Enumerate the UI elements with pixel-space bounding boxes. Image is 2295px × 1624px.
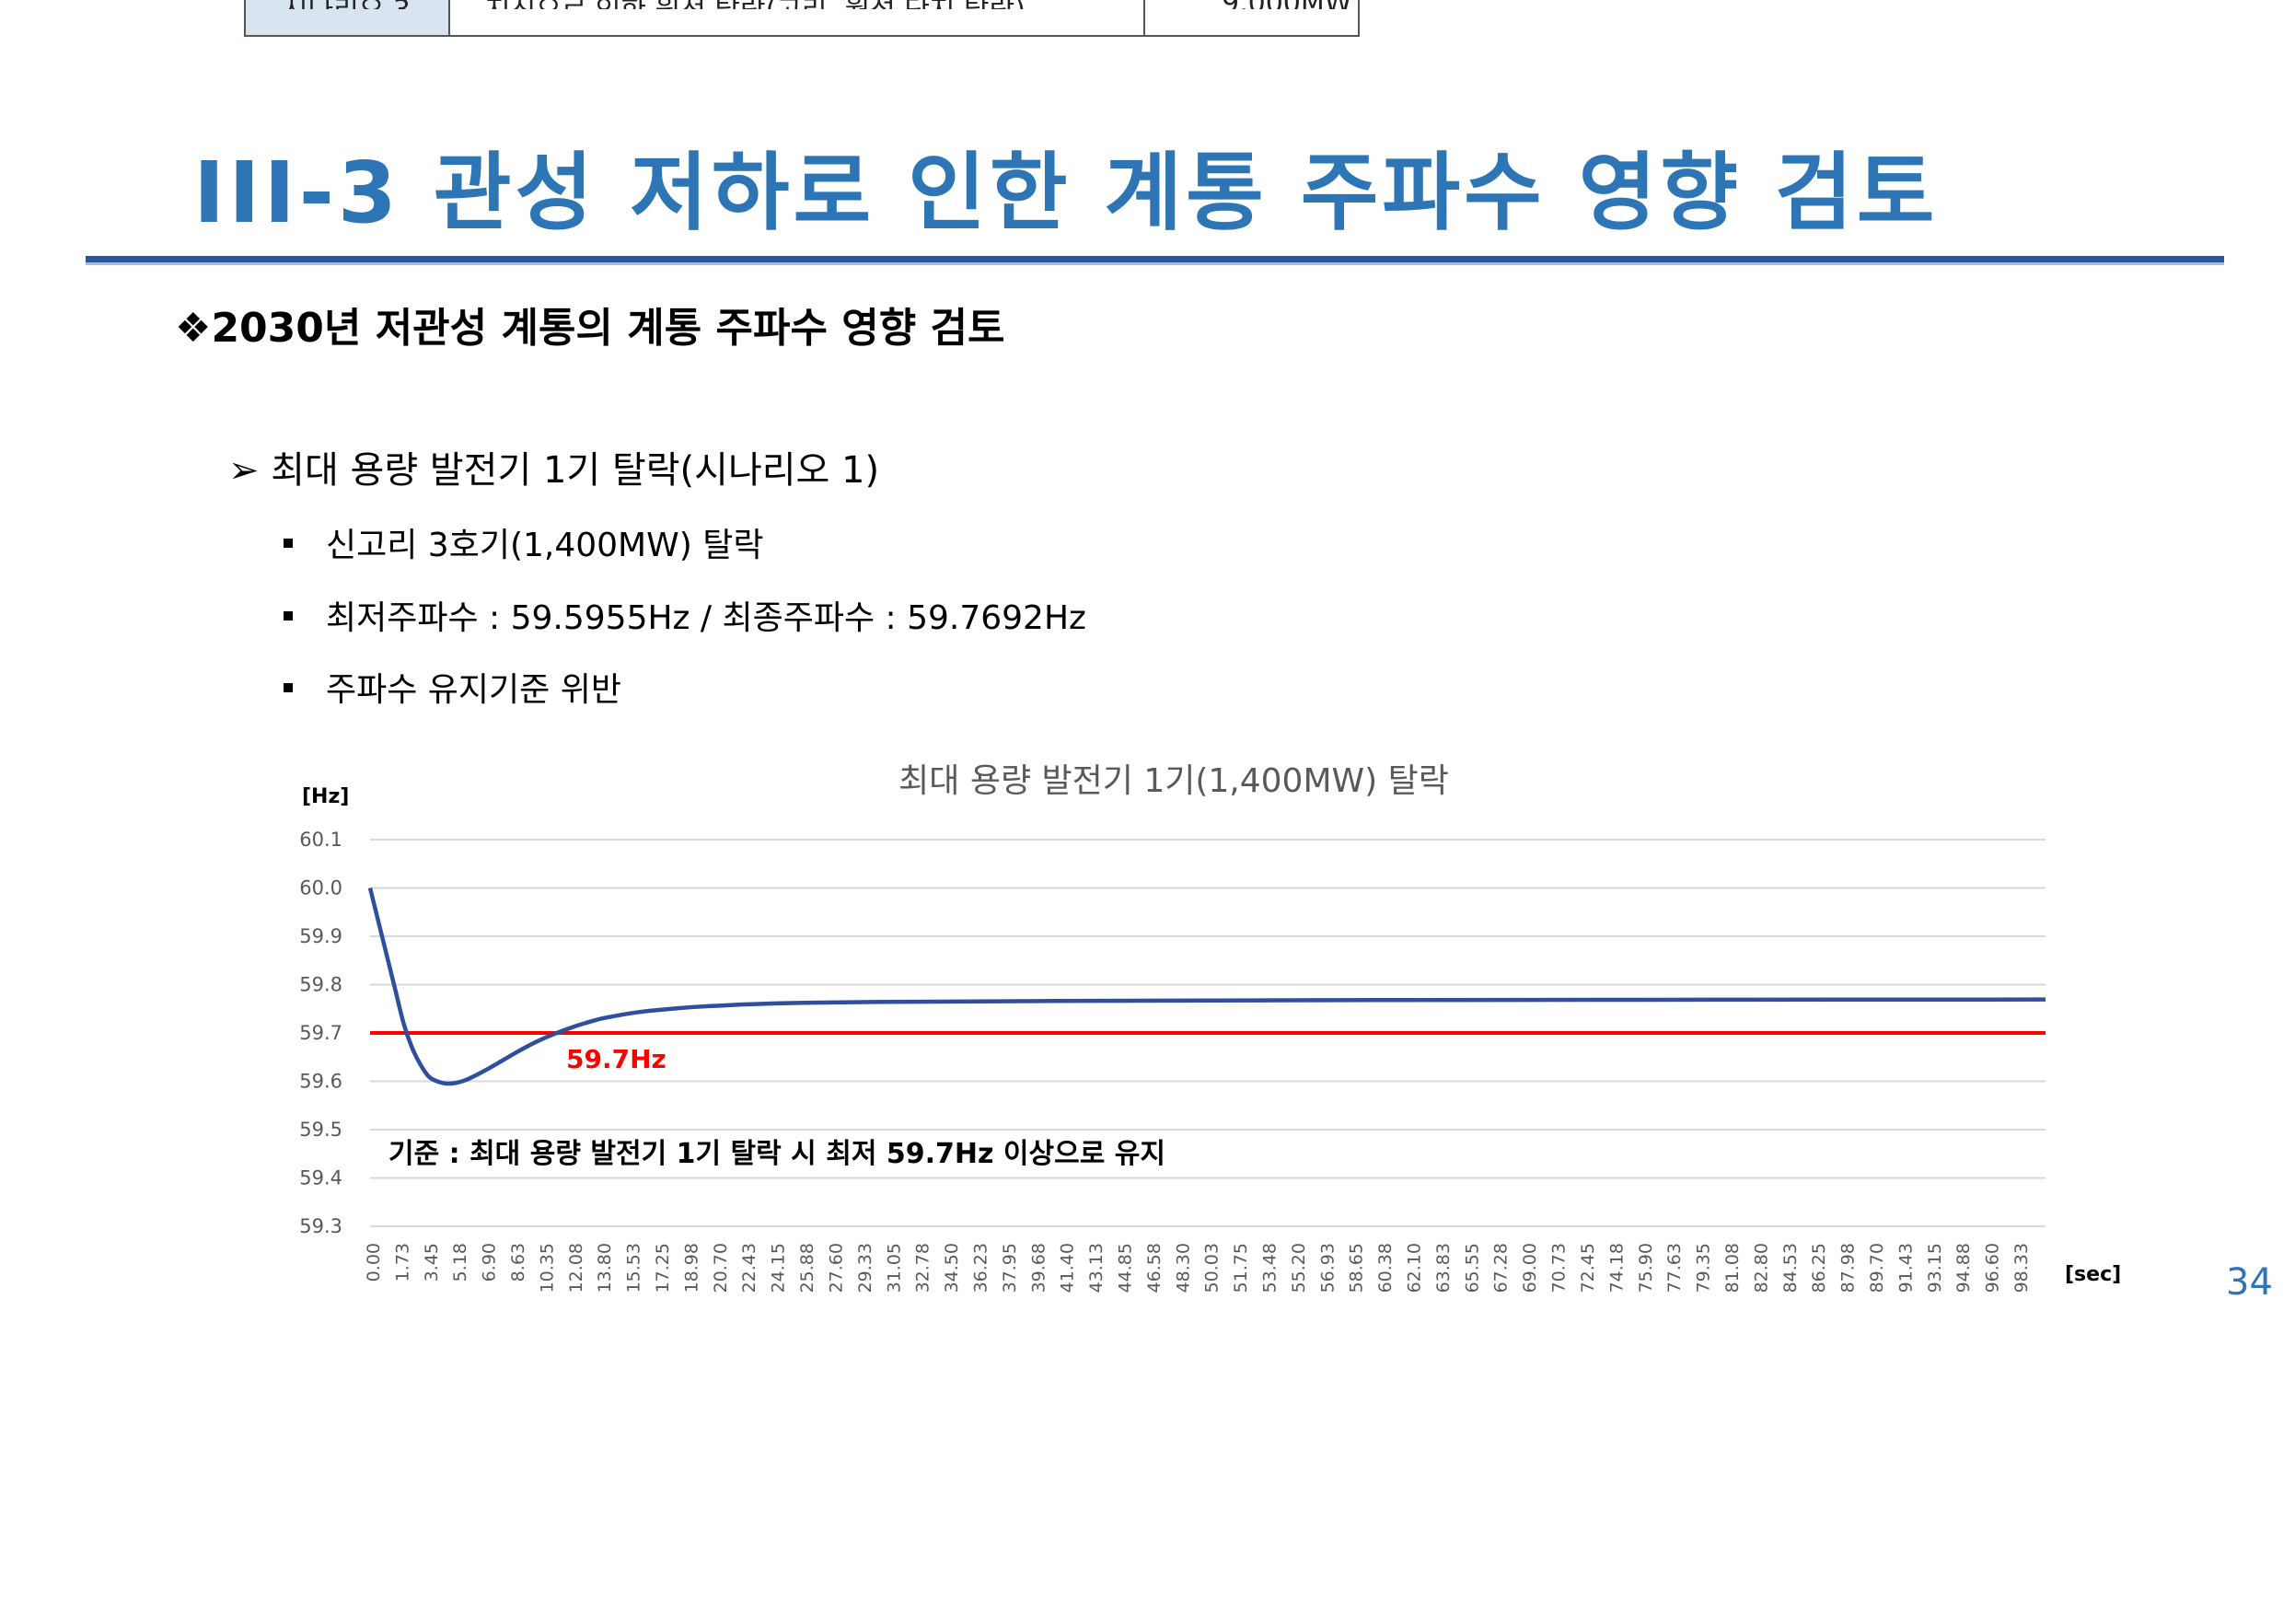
x-tick-label: 18.98: [681, 1243, 701, 1293]
x-tick-label: 36.23: [970, 1243, 991, 1293]
bullet-square-icon: [284, 683, 293, 692]
table-description-text: 지진으로 인한 원전 탈락(고리, 월성 단지 탈락): [485, 0, 1026, 9]
x-tick-label: 44.85: [1115, 1243, 1135, 1293]
y-tick-label: 60.1: [299, 829, 342, 851]
criterion-annotation: 기준 : 최대 용량 발전기 1기 탈락 시 최저 59.7Hz 이상으로 유지: [388, 1138, 1165, 1170]
x-tick-label: 98.33: [2011, 1243, 2032, 1293]
table-divider: [1143, 0, 1145, 35]
x-tick-label: 55.20: [1289, 1243, 1309, 1293]
threshold-label: 59.7Hz: [566, 1044, 666, 1074]
sub-heading: ➢ 최대 용량 발전기 1기 탈락(시나리오 1): [228, 449, 880, 492]
y-tick-label: 59.7: [299, 1022, 342, 1044]
y-tick-label: 59.4: [299, 1167, 342, 1189]
y-tick-label: 59.6: [299, 1071, 342, 1093]
x-tick-label: 94.88: [1953, 1243, 1974, 1293]
x-tick-label: 34.50: [942, 1243, 962, 1293]
y-axis-label: [Hz]: [302, 785, 349, 808]
y-tick-label: 59.3: [299, 1215, 342, 1237]
bullet-item: 최저주파수 : 59.5955Hz / 최종주파수 : 59.7692Hz: [284, 591, 1086, 639]
x-tick-label: 84.53: [1780, 1243, 1801, 1293]
x-tick-label: 93.15: [1925, 1243, 1945, 1293]
frequency-series-line: [367, 887, 2046, 1086]
x-tick-label: 96.60: [1983, 1243, 2003, 1293]
x-tick-label: 32.78: [913, 1243, 933, 1293]
table-label-text: 시나리오 3: [283, 0, 411, 9]
x-tick-label: 8.63: [508, 1243, 528, 1282]
x-tick-label: 67.28: [1491, 1243, 1512, 1293]
x-tick-label: 17.25: [653, 1243, 673, 1293]
x-tick-label: 0.00: [364, 1243, 384, 1282]
x-tick-label: 60.38: [1375, 1243, 1396, 1293]
bullet-item: 주파수 유지기준 위반: [284, 663, 621, 711]
x-tick-label: 37.95: [1000, 1243, 1020, 1293]
x-tick-label: 74.18: [1606, 1243, 1627, 1293]
x-tick-label: 3.45: [422, 1243, 442, 1282]
table-label-cell: 시나리오 3: [246, 0, 450, 35]
table-value-text: 9,000MW: [1222, 0, 1351, 9]
chart-title: 최대 용량 발전기 1기(1,400MW) 탈락: [898, 762, 1449, 800]
y-tick-label: 60.0: [299, 877, 342, 899]
bullet-text: 신고리 3호기(1,400MW) 탈락: [326, 527, 764, 564]
x-tick-label: 86.25: [1809, 1243, 1829, 1293]
x-tick-label: 48.30: [1173, 1243, 1193, 1293]
bullet-text: 최저주파수 : 59.5955Hz / 최종주파수 : 59.7692Hz: [326, 599, 1086, 637]
x-tick-label: 72.45: [1578, 1243, 1598, 1293]
previous-table-fragment: 시나리오 3 지진으로 인한 원전 탈락(고리, 월성 단지 탈락) 9,000…: [244, 0, 1360, 37]
x-tick-label: 27.60: [826, 1243, 846, 1293]
x-tick-label: 5.18: [450, 1243, 470, 1282]
x-tick-label: 6.90: [480, 1243, 500, 1282]
x-tick-label: 65.55: [1462, 1243, 1482, 1293]
x-tick-label: 58.65: [1347, 1243, 1367, 1293]
y-tick-label: 59.5: [299, 1119, 342, 1141]
title-divider-shadow: [86, 262, 2224, 265]
bullet-text: 주파수 유지기준 위반: [326, 671, 621, 709]
x-tick-label: 77.63: [1664, 1243, 1685, 1293]
bullet-square-icon: [284, 539, 293, 548]
x-tick-label: 25.88: [797, 1243, 817, 1293]
page-number: 34: [2226, 1261, 2273, 1304]
y-tick-label: 59.9: [299, 925, 342, 947]
x-tick-label: 13.80: [595, 1243, 615, 1293]
x-tick-label: 53.48: [1260, 1243, 1281, 1293]
x-tick-label: 50.03: [1202, 1243, 1223, 1293]
x-tick-label: 1.73: [392, 1243, 412, 1282]
x-tick-label: 10.35: [537, 1243, 557, 1293]
title-divider: [86, 256, 2224, 262]
x-tick-label: 91.43: [1895, 1243, 1916, 1293]
x-tick-label: 62.10: [1405, 1243, 1425, 1293]
x-tick-label: 81.08: [1722, 1243, 1743, 1293]
x-tick-label: 12.08: [566, 1243, 586, 1293]
x-tick-label: 22.43: [739, 1243, 759, 1293]
x-tick-label: 24.15: [769, 1243, 789, 1293]
x-tick-label: 15.53: [624, 1243, 644, 1293]
x-tick-label: 79.35: [1694, 1243, 1714, 1293]
x-tick-label: 51.75: [1231, 1243, 1251, 1293]
x-tick-label: 29.33: [855, 1243, 875, 1293]
x-tick-label: 75.90: [1636, 1243, 1656, 1293]
bullet-item: 신고리 3호기(1,400MW) 탈락: [284, 518, 763, 566]
x-tick-label: 70.73: [1549, 1243, 1570, 1293]
x-tick-label: 20.70: [711, 1243, 731, 1293]
x-axis-label: [sec]: [2065, 1263, 2121, 1286]
page-title: III-3 관성 저하로 인한 계통 주파수 영향 검토: [193, 144, 1939, 242]
x-tick-label: 87.98: [1838, 1243, 1859, 1293]
x-tick-label: 46.58: [1144, 1243, 1165, 1293]
x-tick-label: 89.70: [1867, 1243, 1887, 1293]
y-tick-label: 59.8: [299, 974, 342, 996]
x-tick-label: 56.93: [1317, 1243, 1338, 1293]
bullet-square-icon: [284, 611, 293, 621]
x-tick-label: 31.05: [884, 1243, 904, 1293]
x-tick-label: 43.13: [1086, 1243, 1107, 1293]
section-heading: ❖2030년 저관성 계통의 계통 주파수 영향 검토: [175, 305, 1005, 352]
x-tick-label: 69.00: [1520, 1243, 1540, 1293]
x-tick-label: 82.80: [1751, 1243, 1771, 1293]
x-tick-label: 39.68: [1028, 1243, 1049, 1293]
x-tick-label: 41.40: [1058, 1243, 1078, 1293]
x-tick-label: 63.83: [1433, 1243, 1454, 1293]
